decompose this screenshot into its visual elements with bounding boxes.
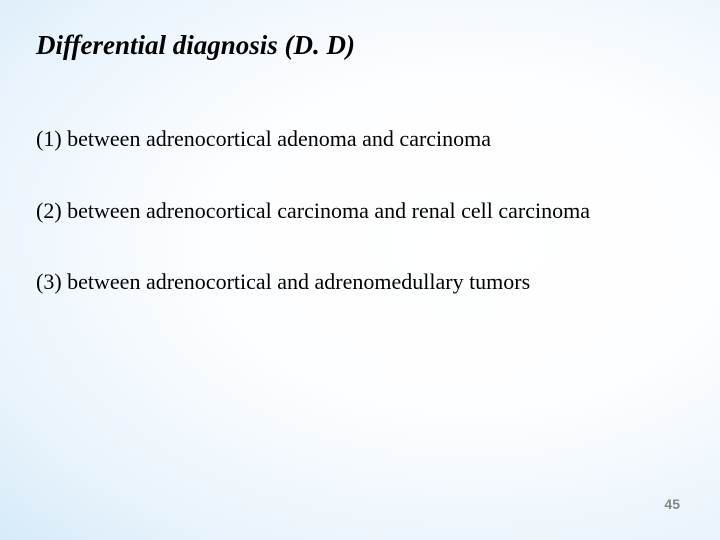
slide-container: Differential diagnosis (D. D) (1) betwee…: [0, 0, 720, 540]
list-item: (2) between adrenocortical carcinoma and…: [36, 197, 684, 225]
page-number: 45: [664, 496, 680, 512]
list-item: (1) between adrenocortical adenoma and c…: [36, 125, 684, 153]
list-item: (3) between adrenocortical and adrenomed…: [36, 268, 684, 296]
slide-title: Differential diagnosis (D. D): [36, 30, 684, 61]
